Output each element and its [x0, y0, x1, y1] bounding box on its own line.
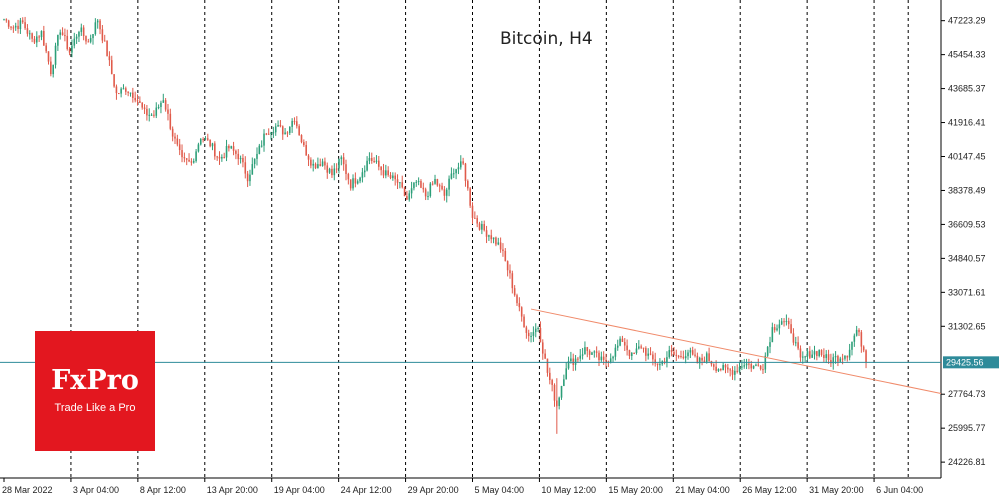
current-price-label: 29425.56 — [946, 357, 984, 367]
x-tick-label: 13 Apr 20:00 — [207, 485, 258, 495]
x-tick-label: 21 May 04:00 — [675, 485, 730, 495]
logo-brand: FxPro — [51, 365, 139, 396]
x-tick-label: 15 May 20:00 — [608, 485, 663, 495]
trendline-segment — [530, 308, 942, 395]
x-tick-label: 28 Mar 2022 — [2, 485, 53, 495]
x-tick-label: 26 May 12:00 — [742, 485, 797, 495]
x-tick-label: 6 Jun 04:00 — [876, 485, 923, 495]
y-tick-label: 43685.37 — [948, 84, 986, 94]
y-tick-label: 34840.57 — [948, 253, 986, 263]
x-tick-label: 19 Apr 04:00 — [274, 485, 325, 495]
x-tick-label: 3 Apr 04:00 — [73, 485, 119, 495]
y-tick-label: 41916.41 — [948, 118, 986, 128]
x-tick-label: 8 Apr 12:00 — [140, 485, 186, 495]
x-axis-ticks: 28 Mar 2022 3 Apr 04:00 8 Apr 12:00 13 Apr … — [2, 478, 923, 495]
x-tick-label: 29 Apr 20:00 — [408, 485, 459, 495]
x-tick-label: 10 May 12:00 — [541, 485, 596, 495]
x-tick-label: 5 May 04:00 — [475, 485, 525, 495]
current-price-badge — [943, 356, 999, 369]
fxpro-logo: FxPro Trade Like a Pro — [35, 331, 155, 451]
y-tick-label: 47223.29 — [948, 16, 986, 26]
vertical-grid — [70, 0, 909, 478]
y-tick-label: 40147.45 — [948, 152, 986, 162]
y-tick-label: 33071.61 — [948, 287, 986, 297]
y-tick-label: 27764.73 — [948, 389, 986, 399]
x-tick-label: 31 May 20:00 — [809, 485, 864, 495]
y-tick-label: 38378.49 — [948, 185, 986, 195]
current-price-line: 29425.56 — [0, 356, 999, 369]
y-tick-label: 36609.53 — [948, 219, 986, 229]
y-tick-label: 45454.33 — [948, 50, 986, 60]
y-tick-label: 24226.81 — [948, 457, 986, 467]
y-tick-label: 25995.77 — [948, 423, 986, 433]
y-axis-ticks: 47223.29 45454.33 43685.37 41916.41 40147.45… — [941, 16, 986, 467]
chart-title: Bitcoin, H4 — [500, 29, 593, 49]
y-tick-label: 31302.65 — [948, 321, 986, 331]
logo-tagline: Trade Like a Pro — [54, 402, 136, 414]
trendline — [530, 308, 942, 395]
x-tick-label: 24 Apr 12:00 — [341, 485, 392, 495]
